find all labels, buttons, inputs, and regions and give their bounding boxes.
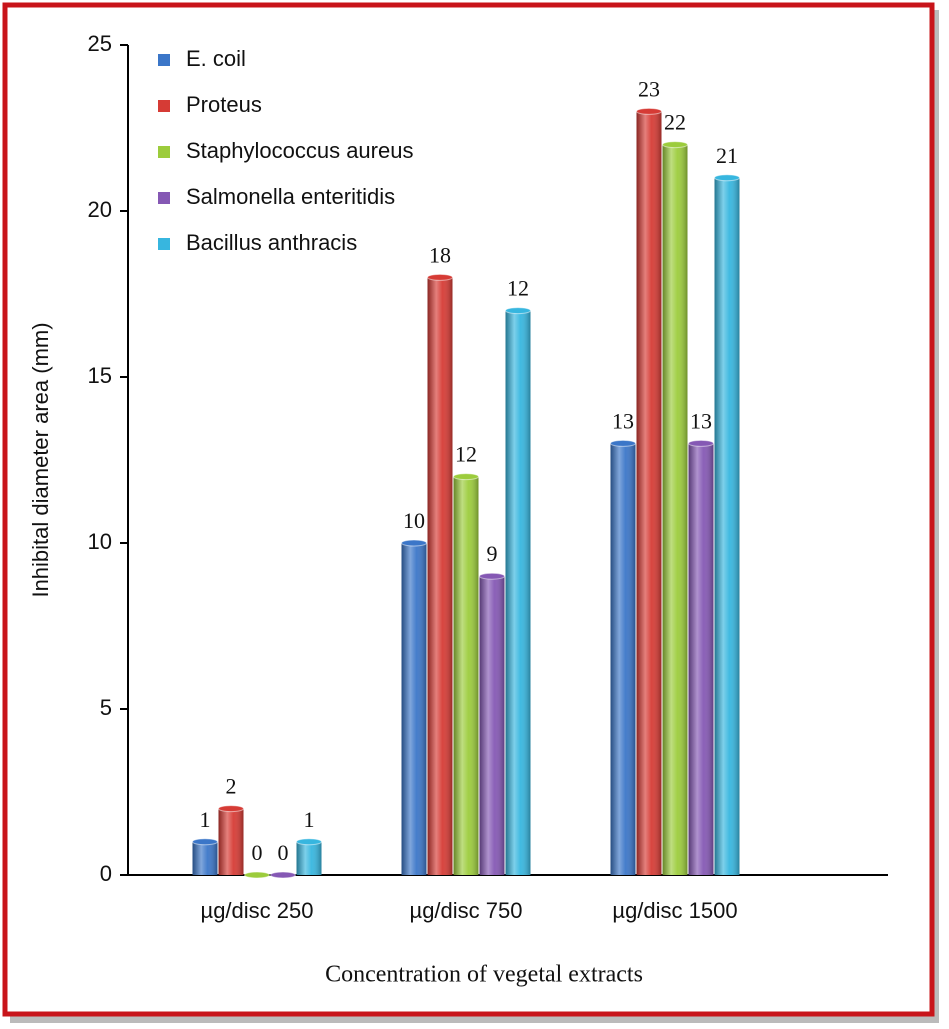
data-label: 1 xyxy=(304,807,315,832)
bar-cap xyxy=(636,107,662,115)
bar-cap xyxy=(453,473,479,481)
bar-cap xyxy=(610,439,636,447)
y-tick-label: 20 xyxy=(88,197,112,222)
bar-shade xyxy=(610,443,636,875)
data-label: 12 xyxy=(455,442,477,467)
bar-shade xyxy=(401,543,427,875)
bar-shade xyxy=(479,576,505,875)
bar-shade xyxy=(636,111,662,875)
data-label: 13 xyxy=(690,408,712,433)
y-tick-label: 25 xyxy=(88,31,112,56)
legend-swatch xyxy=(158,100,170,112)
bar-cap xyxy=(662,141,688,149)
data-label: 9 xyxy=(487,541,498,566)
bar-shade xyxy=(662,144,688,876)
data-label: 10 xyxy=(403,508,425,533)
legend-label: Staphylococcus aureus xyxy=(186,138,413,163)
bar-cap xyxy=(270,871,296,879)
bar-shade xyxy=(453,476,479,875)
bar-shade xyxy=(192,841,218,875)
legend-swatch xyxy=(158,146,170,158)
bar-cap xyxy=(479,572,505,580)
data-label: 13 xyxy=(612,408,634,433)
x-tick-label: µg/disc 250 xyxy=(201,898,314,923)
x-tick-label: µg/disc 750 xyxy=(410,898,523,923)
legend-label: E. coil xyxy=(186,46,246,71)
y-tick-label: 0 xyxy=(100,861,112,886)
y-tick-label: 15 xyxy=(88,363,112,388)
data-label: 1 xyxy=(200,807,211,832)
legend-label: Salmonella enteritidis xyxy=(186,184,395,209)
bar-cap xyxy=(505,307,531,315)
x-tick-label: µg/disc 1500 xyxy=(612,898,737,923)
data-label: 0 xyxy=(278,840,289,865)
bar-cap xyxy=(714,174,740,182)
bar-cap xyxy=(218,805,244,813)
bar-cap xyxy=(401,539,427,547)
data-label: 0 xyxy=(252,840,263,865)
legend-swatch xyxy=(158,54,170,66)
legend-swatch xyxy=(158,192,170,204)
data-label: 2 xyxy=(226,774,237,799)
bar-shade xyxy=(714,177,740,876)
data-label: 18 xyxy=(429,242,451,267)
legend-label: Proteus xyxy=(186,92,262,117)
bar-shade xyxy=(688,443,714,875)
legend-label: Bacillus anthracis xyxy=(186,230,357,255)
data-label: 12 xyxy=(507,276,529,301)
x-axis-title: Concentration of vegetal extracts xyxy=(325,962,643,988)
bar-shade xyxy=(296,841,322,875)
bar-cap xyxy=(192,838,218,846)
data-label: 21 xyxy=(716,143,738,168)
y-axis-title: Inhibital diameter area (mm) xyxy=(28,322,53,597)
data-label: 22 xyxy=(664,110,686,135)
data-label: 23 xyxy=(638,76,660,101)
bar-shade xyxy=(427,277,453,875)
bar-cap xyxy=(244,871,270,879)
legend-swatch xyxy=(158,238,170,250)
bar-cap xyxy=(296,838,322,846)
y-tick-label: 5 xyxy=(100,695,112,720)
bar-cap xyxy=(427,273,453,281)
bar-cap xyxy=(688,439,714,447)
bar-shade xyxy=(218,808,244,875)
y-tick-label: 10 xyxy=(88,529,112,554)
bar-shade xyxy=(505,310,531,876)
